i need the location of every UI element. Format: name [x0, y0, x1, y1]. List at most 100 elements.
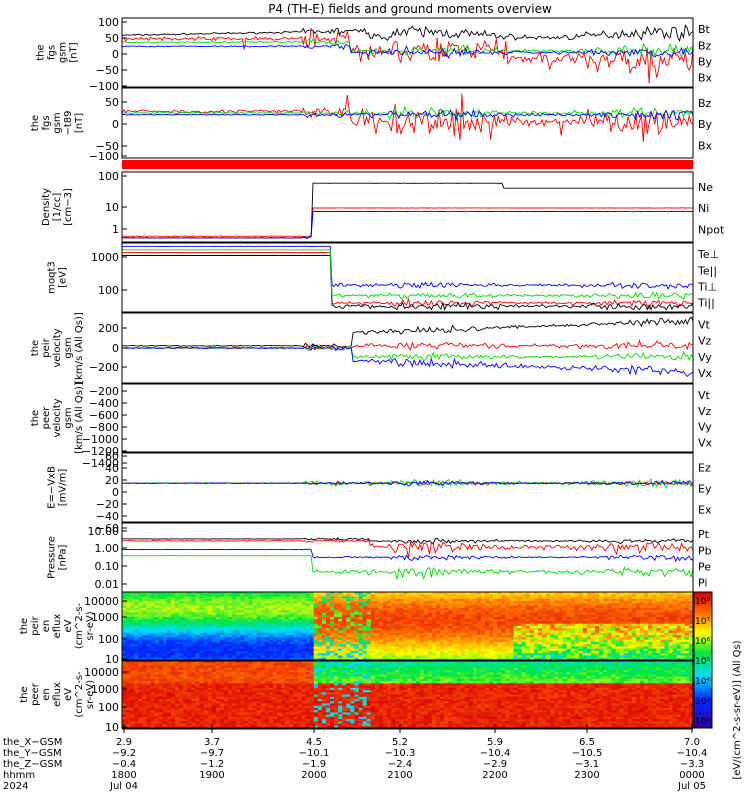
y-tick-label: 1 [112, 223, 119, 236]
legend-entry-Bx: Bx [698, 139, 713, 152]
y-axis-label-line: [mV/m] [58, 469, 69, 507]
y-axis-label-line: gsm [63, 337, 74, 358]
y-axis-label-line: the [30, 340, 41, 356]
legend-entry-Bz: Bz [698, 39, 712, 52]
y-axis-label-line: moqt3 [47, 261, 58, 294]
y-axis-label-line: sr-eV) [85, 611, 96, 640]
y-tick-label: 200 [98, 322, 119, 335]
y-axis-label-line: [eV] [58, 267, 69, 288]
y-axis-label-line: the [30, 410, 41, 426]
y-axis-label-line: Density [41, 188, 52, 226]
y-axis-label-line: [km/s (All Qs)] [74, 312, 85, 384]
y-axis-label-line: [nPa] [58, 544, 69, 570]
legend-entry-Ti||: Ti|| [697, 296, 715, 309]
legend-entry-Bt: Bt [698, 23, 711, 36]
y-tick-label: 0 [112, 118, 119, 131]
y-tick-label: 100 [98, 170, 119, 183]
legend-entry-Vz: Vz [698, 335, 712, 348]
legend-entry-Vt: Vt [698, 318, 711, 331]
legend-entry-Npot: Npot [698, 223, 725, 236]
y-axis-label: E=−VxB[mV/m] [47, 466, 69, 509]
y-axis-label-line: gsm [58, 42, 69, 63]
y-axis-label: Pressure[nPa] [47, 536, 69, 579]
legend-entry-Ni: Ni [698, 202, 709, 215]
y-axis-label: moqt3[eV] [47, 261, 69, 294]
y-axis-label-line: [1/cc] [52, 193, 63, 222]
y-axis-label-line: −t89 [63, 110, 74, 135]
legend-entry-Bz: Bz [698, 97, 712, 110]
series-line-Ti|| [122, 250, 693, 299]
y-axis-label-line: the [19, 618, 30, 634]
legend-entry-Ti⊥: Ti⊥ [697, 280, 717, 293]
y-tick-label: 100 [98, 633, 119, 646]
series-line-Vt [122, 317, 693, 347]
series-line-Vx [122, 345, 693, 377]
series-line-Te⊥ [122, 252, 693, 308]
y-tick-label: 50 [105, 96, 119, 109]
y-tick-label: 0.01 [95, 578, 120, 591]
y-axis-label-line: E=−VxB [47, 466, 58, 509]
y-tick-label: 100 [98, 284, 119, 297]
series-line-Ne [122, 208, 693, 237]
y-tick-label: 1000 [91, 251, 119, 264]
series-line-Bz [122, 94, 693, 142]
panel-frame [122, 453, 693, 522]
legend-entry-Vz: Vz [698, 405, 712, 418]
y-axis-label-line: the [36, 44, 47, 60]
legend-entry-Te⊥: Te⊥ [697, 248, 719, 261]
y-tick-label: 10000 [84, 595, 119, 608]
y-axis-label-line: peer [41, 406, 52, 430]
legend-entry-Ez: Ez [698, 462, 711, 475]
y-axis-label-line: eV [63, 619, 74, 632]
y-axis-label-line: [km/s (All Qs)] [74, 382, 85, 454]
y-tick-label: 1.00 [95, 542, 120, 555]
y-axis-label-line: peir [30, 615, 41, 635]
y-axis-label-line: eflux [52, 614, 63, 639]
y-axis-label-line: Pressure [47, 536, 58, 579]
figure-title: P4 (TH-E) fields and ground moments over… [268, 2, 552, 16]
y-axis-label-line: the [30, 115, 41, 131]
legend-entry-By: By [698, 55, 713, 68]
y-axis-label-line: gsm [63, 407, 74, 428]
y-tick-label: 10.00 [88, 525, 120, 538]
y-tick-label: −100 [89, 150, 119, 163]
panel-frame [122, 172, 693, 242]
separator-band [122, 160, 693, 169]
legend-entry-Pi: Pi [698, 576, 707, 589]
panel-frame [122, 88, 693, 158]
y-axis-label-line: [cm−3] [63, 188, 74, 226]
legend-entry-Vy: Vy [698, 421, 712, 434]
legend-entry-Ne: Ne [698, 181, 713, 194]
y-axis-label-line: gsm [52, 112, 63, 133]
legend-entry-Vy: Vy [698, 351, 712, 364]
y-axis-label: Density[1/cc][cm−3] [41, 188, 74, 226]
legend-entry-Pt: Pt [698, 528, 710, 541]
series-line-Bt [122, 25, 693, 40]
legend-entry-By: By [698, 118, 713, 131]
series-line-Ni [122, 183, 693, 238]
y-tick-label: −100 [89, 80, 119, 93]
legend-entry-Vx: Vx [698, 437, 713, 450]
legend-entry-Bx: Bx [698, 71, 713, 84]
y-tick-label: 0.10 [95, 560, 120, 573]
legend-entry-Ey: Ey [698, 483, 712, 496]
y-tick-label: 0 [112, 48, 119, 61]
panel-frame [122, 384, 693, 452]
legend-entry-Vt: Vt [698, 389, 711, 402]
panel-density: 100 10 1 Density[1/cc][cm−3] Ne Ni Npot [41, 170, 725, 242]
y-axis-label-line: [nT] [69, 42, 80, 62]
y-tick-label: 100 [98, 16, 119, 29]
y-tick-label: 10 [105, 201, 119, 214]
y-tick-label: 10 [105, 653, 119, 666]
